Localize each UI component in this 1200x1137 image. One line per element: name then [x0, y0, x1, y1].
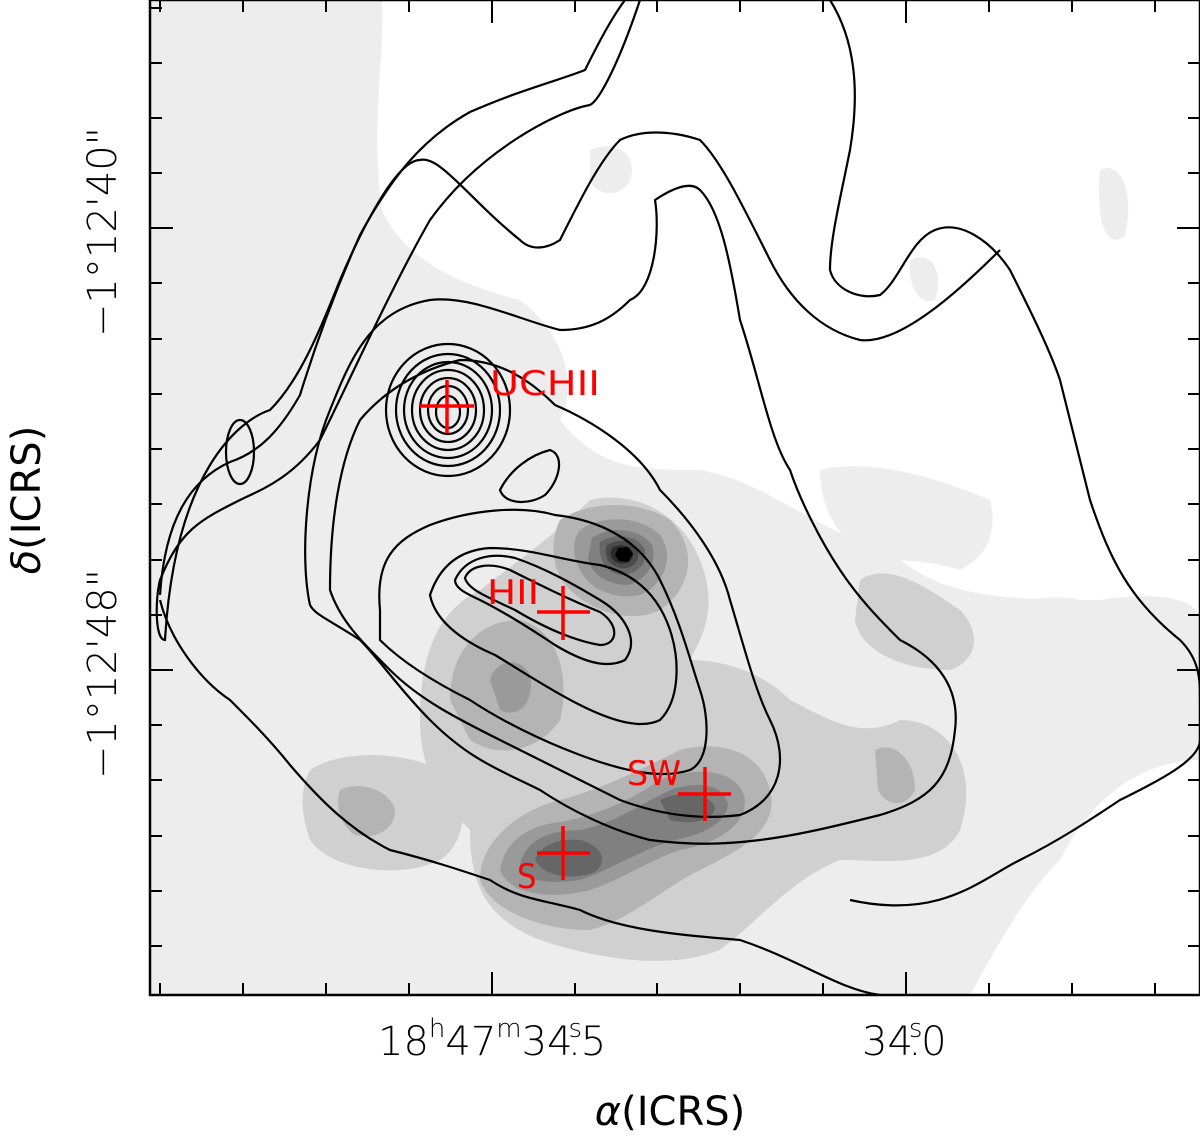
greyscale-peak [615, 547, 633, 562]
x-tick-label-34.5: 18h47m34s.5 [378, 1014, 606, 1065]
marker-uchii [420, 380, 474, 433]
x-axis-ticks [159, 0, 1156, 995]
y-axis-ticks [150, 7, 1200, 947]
plot-area: UCHII HII SW S [150, 0, 1200, 995]
label-sw: SW [627, 754, 681, 794]
label-uchii: UCHII [490, 364, 600, 404]
line-contours [155, 0, 1200, 995]
marker-sw [678, 767, 731, 821]
y-tick-label-40: −1°12'40" [80, 127, 126, 337]
label-s: S [517, 857, 536, 897]
plot-frame [148, 0, 1200, 997]
label-hii: HII [487, 573, 539, 613]
y-tick-label-48: −1°12'48" [80, 569, 126, 779]
y-axis-label: δ(ICRS) [4, 426, 50, 575]
marker-s [537, 826, 590, 880]
source-markers [420, 380, 731, 880]
marker-hii [537, 586, 590, 640]
x-tick-label-34.0: 34s.0 [862, 1014, 947, 1065]
x-axis-label: α(ICRS) [595, 1089, 746, 1135]
